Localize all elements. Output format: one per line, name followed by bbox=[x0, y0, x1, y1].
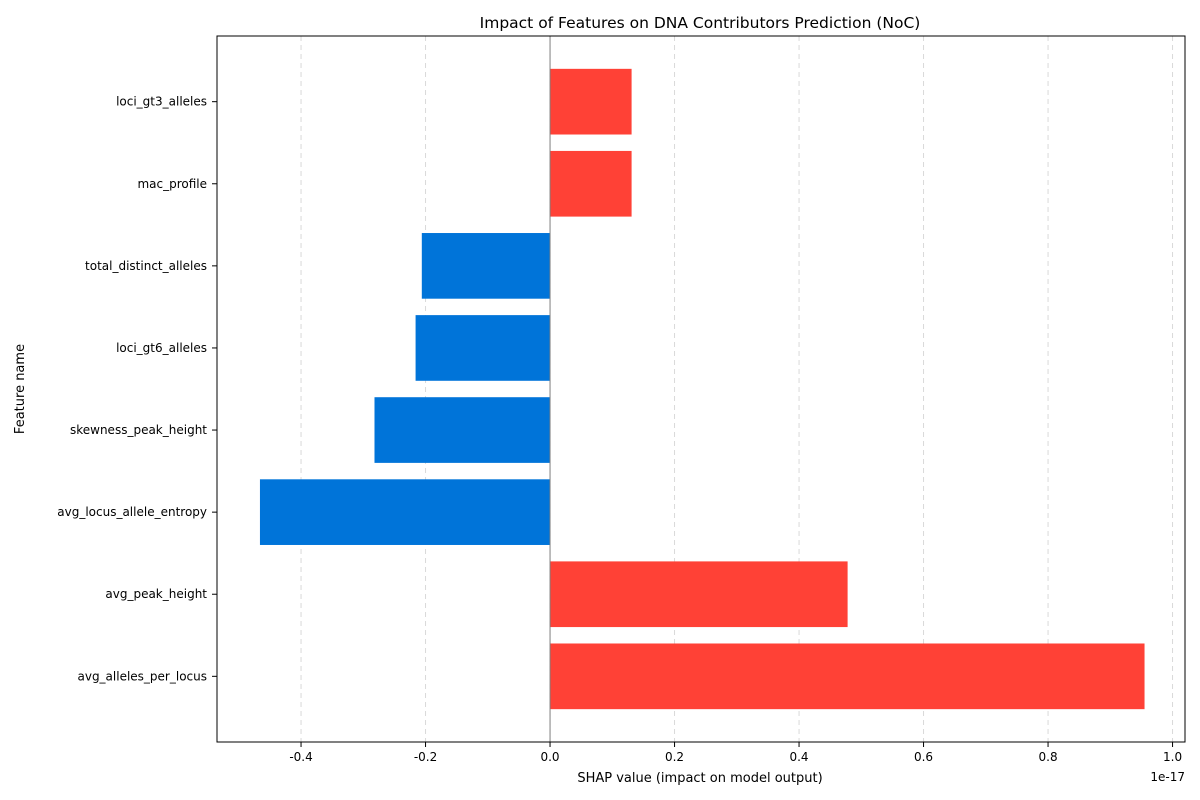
bar-loci-gt3-alleles bbox=[550, 68, 632, 135]
y-tick-label: mac_profile bbox=[137, 177, 207, 191]
y-tick-label: total_distinct_alleles bbox=[85, 259, 207, 273]
x-tick-label: 0.6 bbox=[914, 750, 933, 764]
x-tick-label: -0.4 bbox=[289, 750, 312, 764]
bar-avg-alleles-per-locus bbox=[550, 643, 1145, 710]
x-axis-offset-label: 1e-17 bbox=[1150, 770, 1185, 784]
x-axis-ticks: -0.4 -0.2 0.0 0.2 0.4 0.6 0.8 1.0 bbox=[289, 742, 1182, 764]
y-tick-label: skewness_peak_height bbox=[70, 423, 207, 437]
plot-frame bbox=[216, 35, 1186, 743]
bar-avg-peak-height bbox=[550, 561, 848, 628]
y-tick-label: loci_gt3_alleles bbox=[116, 95, 207, 109]
grid-lines bbox=[300, 36, 1174, 742]
bars bbox=[259, 68, 1145, 710]
y-tick-label: avg_peak_height bbox=[105, 587, 207, 601]
bar-skewness-peak-height bbox=[374, 397, 551, 463]
chart-title: Impact of Features on DNA Contributors P… bbox=[480, 14, 921, 32]
y-tick-label: loci_gt6_alleles bbox=[116, 341, 207, 355]
x-tick-label: 0.0 bbox=[540, 750, 559, 764]
y-tick-label: avg_alleles_per_locus bbox=[77, 669, 207, 683]
x-tick-label: 0.2 bbox=[665, 750, 684, 764]
x-tick-label: 0.8 bbox=[1039, 750, 1058, 764]
x-tick-label: -0.2 bbox=[414, 750, 437, 764]
bar-loci-gt6-alleles bbox=[415, 315, 551, 381]
y-axis-label: Feature name bbox=[13, 344, 28, 434]
bar-mac-profile bbox=[550, 150, 632, 217]
bar-avg-locus-allele-entropy bbox=[259, 479, 551, 545]
bar-total-distinct-alleles bbox=[421, 233, 551, 299]
y-tick-label: avg_locus_allele_entropy bbox=[57, 505, 207, 519]
x-tick-label: 1.0 bbox=[1163, 750, 1182, 764]
x-tick-label: 0.4 bbox=[789, 750, 808, 764]
x-axis-label: SHAP value (impact on model output) bbox=[577, 771, 822, 786]
y-axis-ticks: avg_alleles_per_locus avg_peak_height avg_… bbox=[57, 95, 217, 683]
